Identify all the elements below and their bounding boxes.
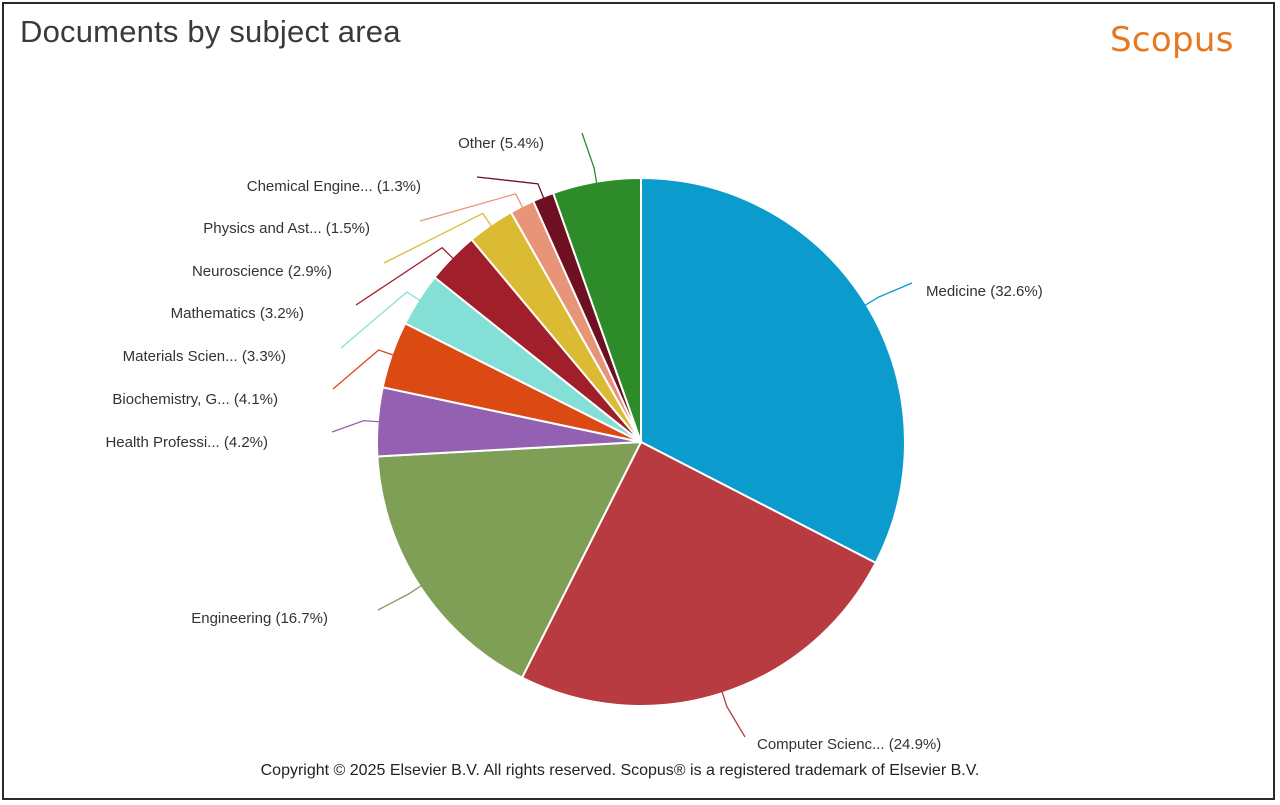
slice-label-neuroscience: Neuroscience (2.9%) [192, 263, 332, 280]
slice-label-physics-and-ast: Physics and Ast... (1.5%) [203, 220, 370, 237]
leader-line-physics-and-ast [419, 193, 524, 222]
leader-line-engineering [377, 584, 423, 611]
leader-line-chemical-engine [476, 176, 545, 199]
slice-label-other: Other (5.4%) [458, 135, 544, 152]
scopus-logo: Scopus [1110, 20, 1234, 60]
slice-label-engineering: Engineering (16.7%) [191, 610, 328, 627]
leader-line-biochemistry-g [332, 349, 394, 390]
slice-label-materials-scien: Materials Scien... (3.3%) [123, 348, 286, 365]
slice-label-medicine: Medicine (32.6%) [926, 283, 1043, 300]
slice-label-computer-scienc: Computer Scienc... (24.9%) [757, 736, 941, 753]
chart-title: Documents by subject area [20, 14, 401, 49]
slice-label-biochemistry-g: Biochemistry, G... (4.1%) [112, 391, 278, 408]
slice-label-health-professi: Health Professi... (4.2%) [105, 434, 268, 451]
slice-label-mathematics: Mathematics (3.2%) [171, 305, 304, 322]
copyright-notice: Copyright © 2025 Elsevier B.V. All right… [260, 762, 980, 779]
leader-line-materials-scien [340, 291, 421, 349]
leader-line-other [581, 132, 598, 184]
slice-label-chemical-engine: Chemical Engine... (1.3%) [247, 178, 421, 195]
leader-line-computer-scienc [721, 691, 746, 738]
leader-line-medicine [864, 282, 913, 307]
leader-line-mathematics [355, 246, 455, 306]
leader-line-health-professi [331, 419, 380, 433]
leader-line-neuroscience [383, 212, 493, 264]
